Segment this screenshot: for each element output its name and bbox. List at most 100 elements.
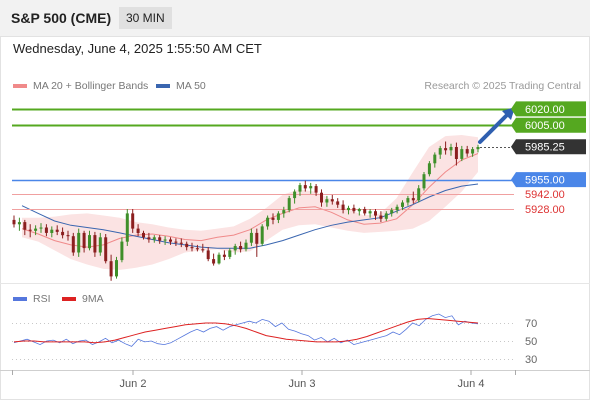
candle: [136, 224, 140, 237]
candle: [12, 215, 16, 228]
x-tick-label: Jun 4: [458, 378, 485, 390]
candle-body: [309, 186, 313, 189]
candle: [438, 145, 442, 159]
legend-rsi: RSI: [13, 293, 51, 305]
candle-body: [422, 174, 426, 189]
candle-body: [115, 260, 118, 277]
candle: [185, 241, 189, 251]
timestamp: Wednesday, June 4, 2025 1:55:50 AM CET: [13, 41, 262, 56]
candle-body: [352, 207, 356, 212]
candle: [471, 147, 475, 157]
candle: [320, 189, 323, 207]
candle: [427, 161, 431, 177]
candle: [352, 204, 356, 214]
legend-bollinger: MA 20 + Bollinger Bands: [13, 80, 148, 92]
symbol-title: S&P 500 (CME): [11, 10, 112, 26]
candle-body: [212, 259, 216, 264]
candle: [104, 234, 108, 264]
candle-body: [454, 147, 458, 159]
ma20-line: [21, 153, 479, 248]
candle-body: [325, 199, 329, 203]
candle-body: [260, 226, 264, 244]
candle-body: [77, 232, 81, 253]
candle: [190, 242, 194, 252]
candle-body: [179, 242, 183, 244]
price-badge-label: 5985.25: [525, 142, 565, 154]
candle: [476, 144, 480, 153]
candle-body: [444, 148, 448, 151]
candle: [336, 198, 340, 208]
candle-body: [303, 185, 307, 189]
candle-body: [190, 247, 194, 249]
header-bar: S&P 500 (CME) 30 MIN: [0, 0, 590, 37]
candle: [341, 200, 345, 214]
price-badge-label: 6005.00: [525, 120, 565, 132]
candle: [309, 182, 313, 194]
forecast-arrow-head: [502, 107, 515, 120]
legend-ma50: MA 50: [156, 80, 206, 92]
candle: [77, 228, 81, 257]
candle: [325, 195, 329, 207]
credit-text: Research © 2025 Trading Central: [424, 80, 581, 92]
candle-body: [244, 242, 248, 250]
candle: [433, 152, 437, 168]
candle-body: [88, 235, 91, 249]
candle: [98, 232, 102, 256]
candle-body: [195, 248, 199, 250]
bollinger-band-fill: [22, 135, 478, 270]
price-badge-bg: [511, 117, 586, 133]
candle: [357, 207, 361, 216]
rsi-swatch: [13, 297, 27, 302]
candle: [390, 207, 394, 217]
candle: [276, 211, 280, 224]
interval-button[interactable]: 30 MIN: [119, 7, 172, 29]
candle: [120, 237, 124, 263]
candle: [44, 224, 48, 237]
candle: [260, 224, 264, 246]
candle-body: [34, 228, 38, 231]
candle-body: [142, 232, 145, 238]
price-badge-label: 5955.00: [525, 175, 565, 187]
rsi-tick-label: 30: [525, 354, 537, 366]
candle: [233, 243, 237, 255]
candle-body: [406, 198, 410, 203]
candle-body: [249, 232, 253, 243]
candle: [169, 237, 172, 245]
candle-body: [50, 229, 54, 233]
candle-body: [120, 241, 124, 261]
candle-body: [44, 227, 48, 233]
candle-body: [98, 237, 102, 253]
ma9-swatch: [62, 297, 76, 302]
bollinger-swatch: [13, 84, 27, 89]
legend-ma50-label: MA 50: [176, 80, 206, 92]
candle: [152, 235, 156, 243]
candle-body: [201, 249, 205, 251]
candle: [131, 209, 135, 233]
candle-body: [298, 185, 302, 192]
candle-body: [12, 219, 16, 225]
candle-body: [28, 229, 32, 231]
price-badge-bg: [511, 101, 586, 117]
candle: [422, 172, 426, 191]
candle-body: [104, 237, 108, 262]
rsi-9ma-line: [13, 317, 479, 344]
candle: [179, 238, 183, 248]
candle: [444, 141, 448, 155]
candle: [460, 145, 464, 162]
candle-body: [363, 209, 367, 214]
candle-body: [82, 232, 86, 249]
candle-body: [239, 246, 243, 250]
candle-body: [330, 199, 334, 202]
candle: [406, 195, 410, 206]
candle-body: [71, 236, 75, 253]
candle-body: [136, 228, 140, 233]
candle-body: [374, 211, 377, 216]
candle: [287, 195, 291, 213]
candle-body: [233, 246, 237, 251]
candle: [239, 241, 243, 253]
candle: [395, 204, 399, 214]
candle-body: [341, 204, 345, 210]
candle-body: [384, 213, 388, 219]
candle: [39, 223, 43, 233]
candle: [212, 253, 216, 266]
